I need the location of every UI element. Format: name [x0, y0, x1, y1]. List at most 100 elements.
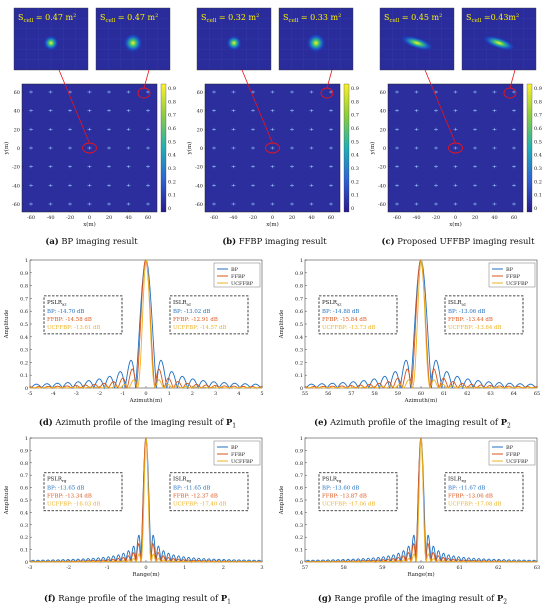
y-tick-label: -20	[12, 165, 20, 171]
islr-box-row-ucffbp: UCFFBP: -17.40 dB	[173, 502, 226, 508]
y-tick-label: 0.2	[295, 360, 303, 366]
pslr-box-row-ucffbp: UCFFBP: -16.03 dB	[47, 502, 100, 508]
colorbar-tick-label: 0.5	[351, 139, 359, 145]
x-tick-label: -40	[229, 215, 237, 221]
x-tick-label: -20	[249, 215, 257, 221]
x-tick-label: 40	[491, 215, 497, 221]
y-tick-label: 0.1	[295, 548, 303, 554]
y-tick-label: 0.1	[20, 373, 28, 379]
inset-target-spot	[43, 35, 59, 51]
x-tick-label: 62	[464, 391, 470, 397]
x-tick-label: -60	[27, 215, 35, 221]
legend-box	[488, 440, 536, 466]
colorbar-tick-label: 0.2	[168, 179, 176, 185]
link-arrow-corner	[509, 69, 516, 89]
colorbar-tick-label: 0.5	[168, 139, 176, 145]
colorbar-tick-label: 0.4	[534, 153, 542, 159]
pslr-box-row-ucffbp: UCFFBP: -13.61 dB	[47, 325, 100, 331]
legend-entry-bp: BP	[231, 445, 239, 451]
image-panel-b: Scell = 0.32 m2 Scell = 0.33 m2 -60 -40 -20 0…	[183, 0, 366, 246]
islr-box-title: ISLRaz	[173, 300, 191, 307]
x-tick-label: 61	[441, 391, 447, 397]
pslr-box-row-bp: BP: -14.88 dB	[322, 309, 359, 315]
y-tick-label: 0	[383, 146, 386, 152]
inset-zoom-1: Scell = 0.45 m2	[379, 7, 455, 71]
legend-entry-ffbp: FFBP	[506, 452, 521, 458]
plot-area: 55 56 57 58 59 60 61 62 63 64 65 0 0.1 0.2 0.3 0.4 0.5 0.…	[279, 258, 540, 404]
legend-entry-ffbp: FFBP	[506, 274, 521, 280]
y-tick-label: 0.2	[295, 535, 303, 541]
colorbar-tick-label: 0.1	[351, 193, 359, 199]
main-image: -60 -40 -20 0 20 40 60 60 40 20 0 -20 -40 -60 x(m) y(m)	[369, 83, 524, 228]
islr-box: ISLRrg BP: -11.67 dB FFBP: -13.06 dB UCFFBP…	[444, 472, 524, 512]
colorbar-tick-label: 0.3	[351, 166, 359, 172]
y-tick-label: 0	[300, 560, 303, 566]
pslr-box-title: PSLRrg	[322, 477, 342, 484]
y-tick-label: 60	[14, 90, 20, 96]
y-tick-label: 0.8	[295, 461, 303, 467]
islr-box-row-ffbp: FFBP: -12.37 dB	[173, 494, 218, 500]
islr-box-title: ISLRaz	[448, 300, 466, 307]
x-axis-label: x(m)	[266, 221, 279, 228]
y-tick-label: 0.7	[295, 296, 303, 302]
y-axis-label: y(m)	[186, 142, 193, 156]
colorbar-tick-label: 0.2	[351, 179, 359, 185]
x-tick-label: -60	[210, 215, 218, 221]
x-tick-label: 64	[511, 391, 517, 397]
colorbar-tick-label: 0.7	[534, 113, 542, 119]
islr-box: ISLRaz BP: -13.06 dB FFBP: -13.44 dB UCFFBP…	[444, 295, 524, 335]
y-axis-label: Amplitude	[4, 486, 10, 516]
profile-line-ucffbp	[29, 438, 263, 563]
x-tick-label: -40	[46, 215, 54, 221]
y-tick-label: 20	[14, 127, 20, 133]
islr-box-frame	[444, 295, 524, 335]
x-tick-label: -3	[74, 391, 79, 397]
x-tick-label: 20	[472, 215, 478, 221]
y-tick-label: 20	[380, 127, 386, 133]
x-tick-label: 60	[511, 215, 517, 221]
y-axis-label: Amplitude	[279, 310, 285, 340]
y-tick-label: 0.3	[20, 523, 28, 529]
islr-box-row-ucffbp: UCFFBP: -17.08 dB	[448, 502, 501, 508]
y-tick-label: 0.7	[20, 473, 28, 479]
link-arrow-corner	[143, 69, 150, 89]
inset-target-spot	[306, 33, 326, 53]
caption-e: (e) Azimuth profile of the imaging resul…	[314, 417, 511, 430]
pslr-box-frame	[43, 295, 123, 335]
y-tick-label: 0.7	[20, 296, 28, 302]
x-axis-label: Azimuth(m)	[404, 397, 438, 404]
y-tick-label: 40	[14, 109, 20, 115]
x-tick-label: 57	[348, 391, 354, 397]
islr-box: ISLRrg BP: -11.65 dB FFBP: -12.37 dB UCFFBP…	[169, 472, 249, 512]
link-arrow-center	[58, 69, 90, 144]
x-tick-label: 5	[260, 391, 263, 397]
y-tick-label: 0.1	[295, 373, 303, 379]
islr-box-row-bp: BP: -13.06 dB	[448, 309, 485, 315]
x-tick-label: 1	[183, 565, 186, 571]
x-tick-label: 63	[534, 565, 540, 571]
y-tick-label: 0.8	[20, 461, 28, 467]
link-arrow-corner	[326, 69, 333, 89]
x-tick-label: 60	[418, 391, 424, 397]
caption-f: (f) Range profile of the imaging result …	[44, 593, 231, 606]
y-tick-label: 0.5	[20, 322, 28, 328]
x-tick-label: 40	[308, 215, 314, 221]
inset-target-spot	[123, 33, 143, 53]
islr-box-title: ISLRrg	[173, 477, 191, 484]
islr-box-frame	[444, 472, 524, 512]
inset-area-label: Scell = 0.32 m2	[201, 13, 259, 24]
pslr-box-row-bp: BP: -13.65 dB	[47, 486, 84, 492]
legend-entry-ffbp: FFBP	[231, 274, 246, 280]
x-tick-label: -2	[66, 565, 71, 571]
legend-entry-bp: BP	[231, 267, 239, 273]
inset-area-label: Scell = 0.33 m2	[283, 13, 341, 24]
colorbar-tick-label: 0.6	[168, 126, 176, 132]
x-tick-label: 0	[144, 565, 147, 571]
islr-box-row-ucffbp: UCFFBP: -14.57 dB	[173, 325, 226, 331]
inset-area-label: Scell =0.43m2	[466, 13, 519, 24]
x-tick-label: 65	[534, 391, 540, 397]
pslr-box: PSLRaz BP: -14.88 dB FFBP: -15.84 dB UCFFBP…	[318, 295, 398, 335]
islr-box-row-ffbp: FFBP: -13.06 dB	[448, 494, 493, 500]
caption-d: (d) Azimuth profile of the imaging resul…	[38, 417, 237, 430]
